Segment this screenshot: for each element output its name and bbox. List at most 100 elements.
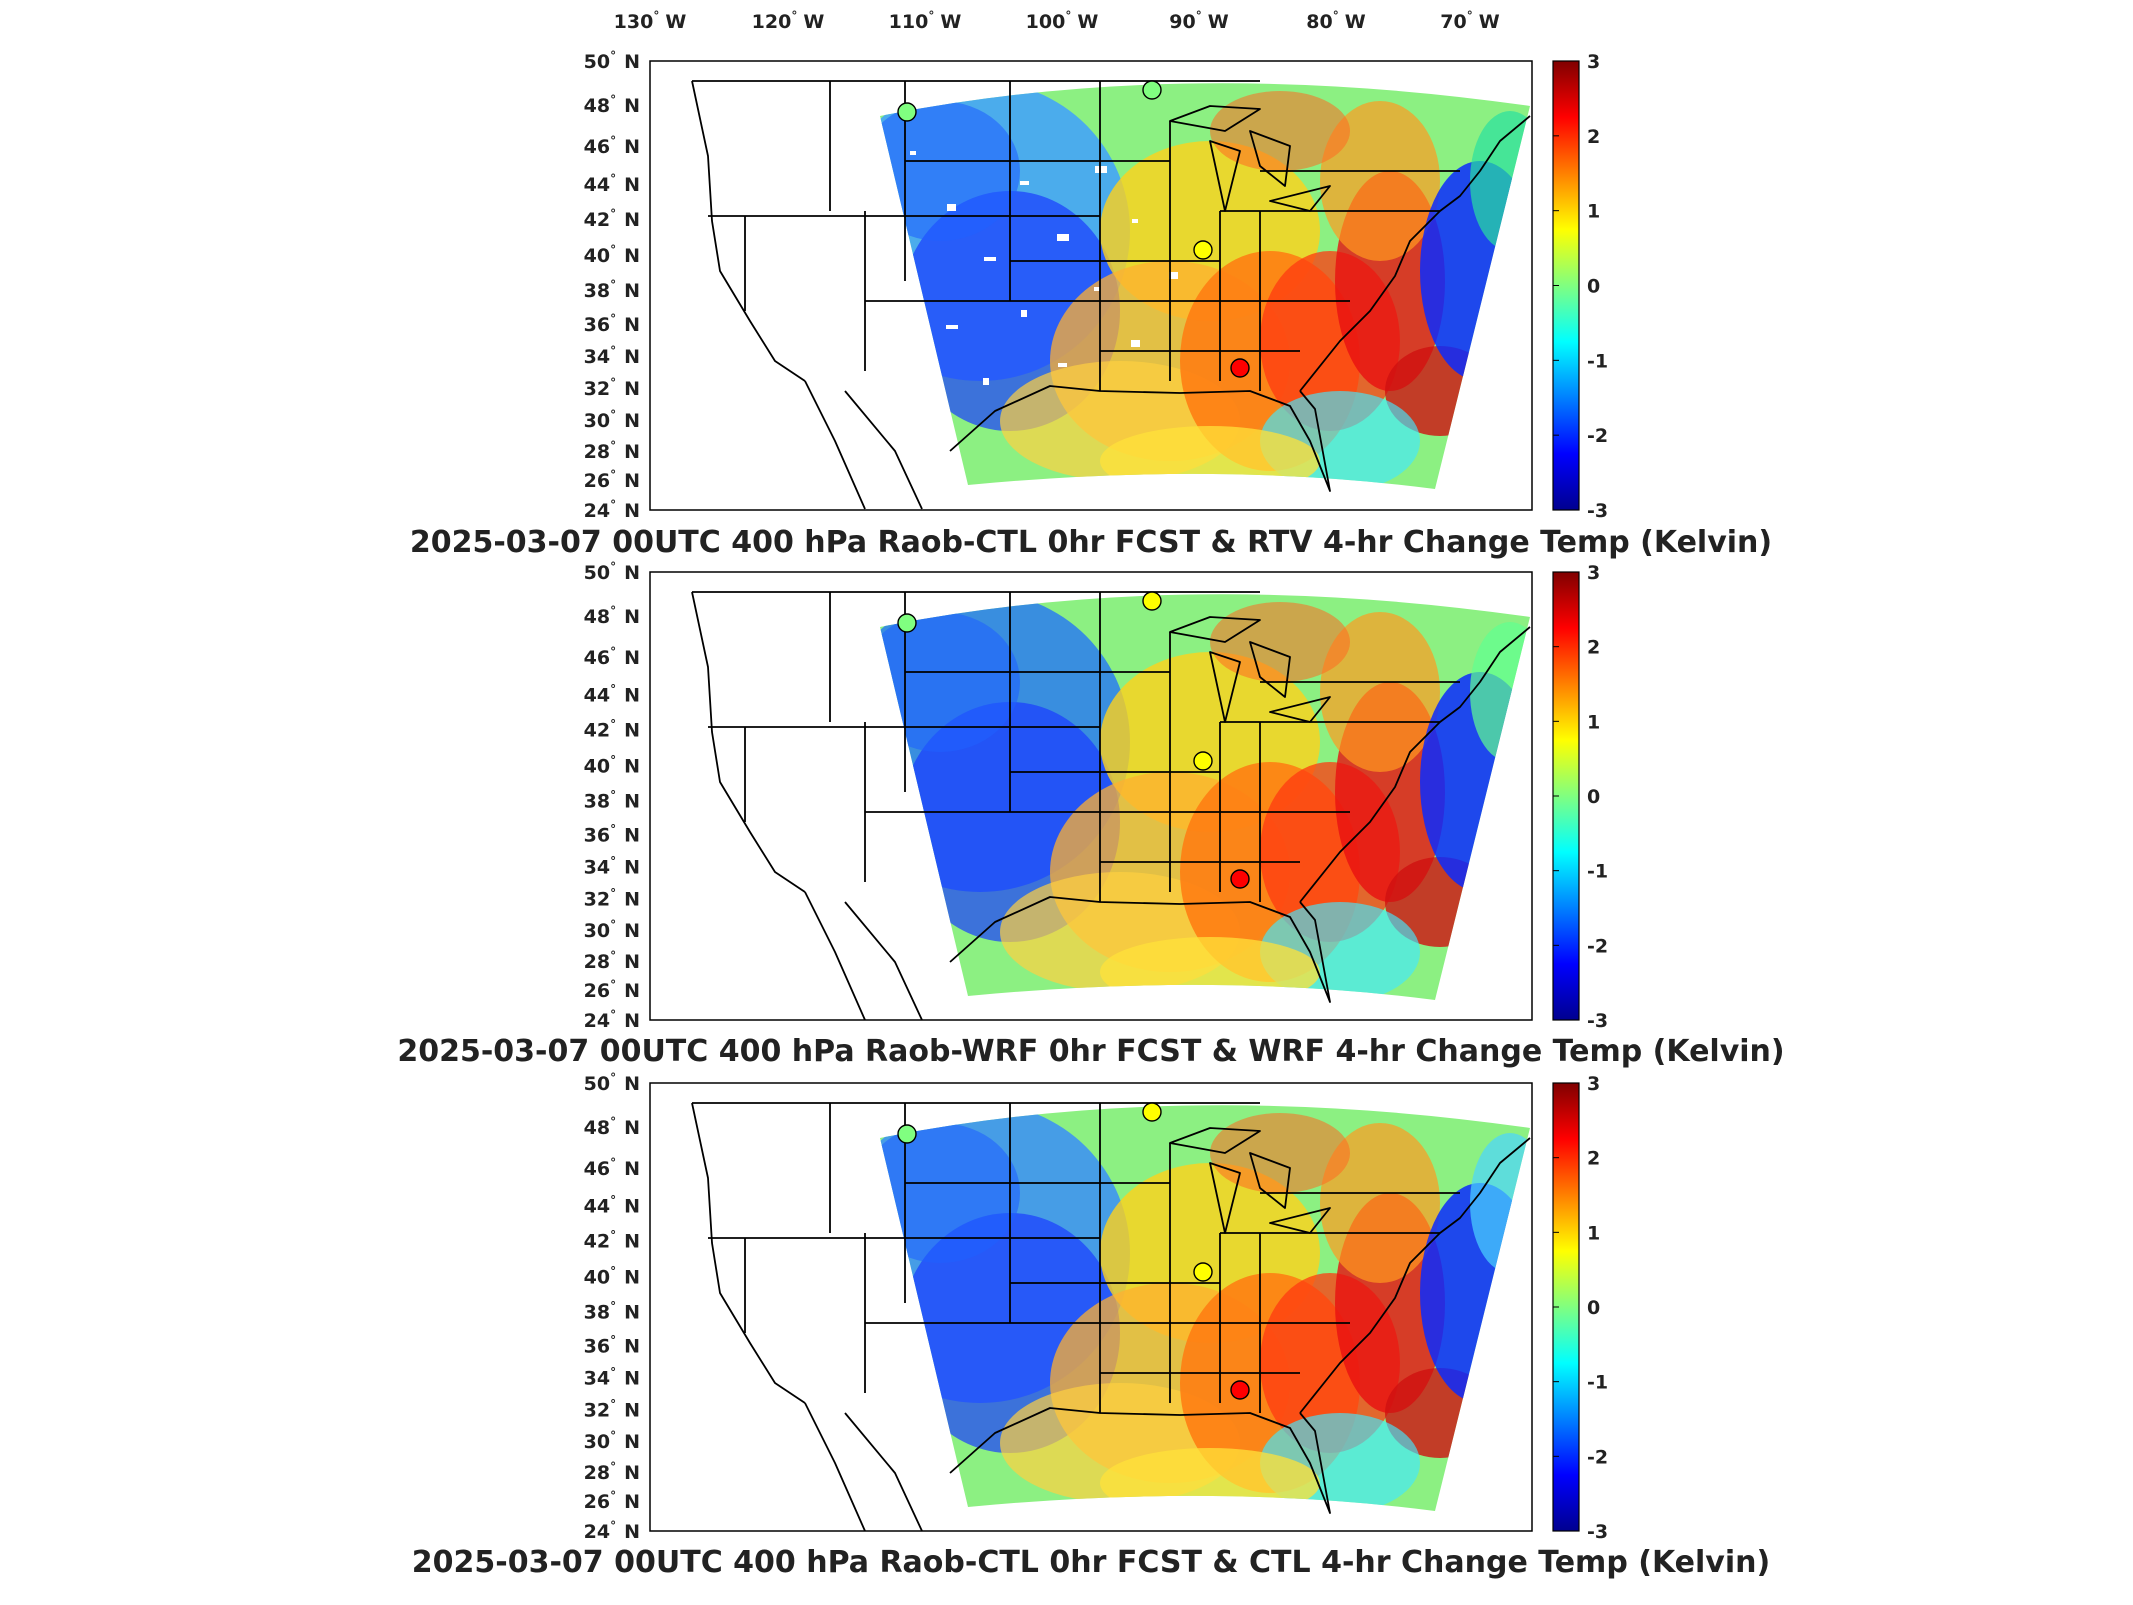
colorbar-tick-label: 0 xyxy=(1587,276,1600,298)
field-patch xyxy=(1470,111,1530,251)
raob-station-south xyxy=(1230,358,1250,378)
lon-tick-label: 90° W xyxy=(1169,9,1228,33)
raob-station-north xyxy=(1142,591,1162,611)
field-patch xyxy=(1210,602,1350,682)
panel-2-raob-stations xyxy=(897,591,1250,889)
colorbar-tick-label: 1 xyxy=(1587,201,1600,223)
lat-tick-label: 44° N xyxy=(584,1194,640,1218)
lat-tick-label: 42° N xyxy=(584,718,640,742)
field-patch xyxy=(1320,612,1440,772)
lat-tick-label: 48° N xyxy=(584,604,640,628)
lat-tick-label: 38° N xyxy=(584,1299,640,1323)
border-line xyxy=(1299,626,1531,903)
lat-tick-label: 38° N xyxy=(584,278,640,302)
panel-3-latitude-axis: 50° N 48° N 46° N 44° N 42° N 40° N 38° N 36° N 34° N 32° N… xyxy=(584,1071,640,1543)
colorbar-tick-label: -3 xyxy=(1587,1010,1608,1032)
lon-tick-label: 80° W xyxy=(1306,9,1365,33)
border-line xyxy=(1209,1162,1241,1234)
field-patch xyxy=(1210,1113,1350,1193)
lat-tick-label: 30° N xyxy=(584,1429,640,1453)
panel-3-colorbar: 3 2 1 0 -1 -2 -3 xyxy=(1552,1073,1608,1543)
colorbar-tick-label: -2 xyxy=(1587,1446,1608,1468)
missing-data-speck xyxy=(1132,219,1138,223)
border-line xyxy=(1169,105,1261,132)
colorbar-tick-label: -3 xyxy=(1587,1521,1608,1543)
panel-2-latitude-axis: 50° N 48° N 46° N 44° N 42° N 40° N 38° N 36° N 34° N 32° N… xyxy=(584,560,640,1032)
raob-station-north xyxy=(1142,80,1162,100)
colorbar-tick-label: 2 xyxy=(1587,126,1600,148)
colorbar-tick-label: 0 xyxy=(1587,786,1600,808)
lat-tick-label: 30° N xyxy=(584,918,640,942)
raob-station-south xyxy=(1230,869,1250,889)
lat-tick-label: 28° N xyxy=(584,949,640,973)
border-line xyxy=(844,1412,923,1532)
missing-data-speck xyxy=(1057,234,1069,241)
lon-tick-label: 110° W xyxy=(889,9,962,33)
lat-tick-label: 28° N xyxy=(584,439,640,463)
border-line xyxy=(804,891,866,1021)
border-line xyxy=(1299,1137,1531,1414)
border-line xyxy=(844,390,923,510)
field-patch xyxy=(1320,1123,1440,1283)
colorbar-tick-label: -1 xyxy=(1587,350,1608,372)
missing-data-speck xyxy=(1021,310,1027,317)
missing-data-speck xyxy=(1058,363,1067,367)
raob-station-north xyxy=(1142,1102,1162,1122)
border-line xyxy=(949,385,1331,492)
raob-station-south xyxy=(1230,1380,1250,1400)
colorbar-tick-label: 1 xyxy=(1587,711,1600,733)
lon-tick-label: 130° W xyxy=(614,9,687,33)
border-line xyxy=(1209,140,1241,212)
field-patch xyxy=(1470,1133,1530,1273)
lat-tick-label: 26° N xyxy=(584,1489,640,1513)
panel-2-temperature-field xyxy=(880,594,1530,1000)
lon-tick-label: 100° W xyxy=(1026,9,1099,33)
panel-1-raob-stations xyxy=(897,80,1250,378)
lat-tick-label: 26° N xyxy=(584,978,640,1002)
lat-tick-label: 40° N xyxy=(584,754,640,778)
border-line xyxy=(691,1102,806,1404)
missing-data-speck xyxy=(1094,287,1100,291)
lat-tick-label: 46° N xyxy=(584,134,640,158)
colorbar-tick-label: 1 xyxy=(1587,1222,1600,1244)
missing-data-speck xyxy=(947,204,956,211)
colorbar-tick-label: 0 xyxy=(1587,1297,1600,1319)
colorbar-tick-label: -2 xyxy=(1587,425,1608,447)
lat-tick-label: 34° N xyxy=(584,1365,640,1389)
border-line xyxy=(1249,1152,1291,1209)
lat-tick-label: 32° N xyxy=(584,376,640,400)
border-line xyxy=(1299,115,1531,392)
field-patch xyxy=(1320,101,1440,261)
field-patch xyxy=(1210,91,1350,171)
raob-station-west xyxy=(897,1124,917,1144)
border-line xyxy=(949,896,1331,1003)
lat-tick-label: 26° N xyxy=(584,468,640,492)
missing-data-speck xyxy=(1169,272,1178,279)
lat-tick-label: 48° N xyxy=(584,93,640,117)
raob-station-central xyxy=(1193,1262,1213,1282)
colorbar-tick-label: -3 xyxy=(1587,500,1608,522)
lat-tick-label: 24° N xyxy=(584,1008,640,1032)
panel-1-title: 2025-03-07 00UTC 400 hPa Raob-CTL 0hr FC… xyxy=(410,525,1772,560)
lat-tick-label: 46° N xyxy=(584,645,640,669)
border-line xyxy=(1269,1207,1331,1234)
lat-tick-label: 46° N xyxy=(584,1156,640,1180)
missing-data-speck xyxy=(983,378,989,385)
lat-tick-label: 30° N xyxy=(584,408,640,432)
panel-3-state-borders xyxy=(691,1102,1531,1532)
lat-tick-label: 36° N xyxy=(584,1333,640,1357)
lat-tick-label: 28° N xyxy=(584,1460,640,1484)
panel-1-state-borders xyxy=(691,80,1531,510)
lat-tick-label: 36° N xyxy=(584,312,640,336)
missing-data-speck xyxy=(1095,166,1107,173)
panel-1-temperature-field xyxy=(880,83,1530,489)
lat-tick-label: 36° N xyxy=(584,822,640,846)
lat-tick-label: 38° N xyxy=(584,788,640,812)
lat-tick-label: 32° N xyxy=(584,1397,640,1421)
raob-station-central xyxy=(1193,240,1213,260)
border-line xyxy=(804,380,866,510)
lat-tick-label: 50° N xyxy=(584,49,640,73)
lat-tick-label: 34° N xyxy=(584,854,640,878)
